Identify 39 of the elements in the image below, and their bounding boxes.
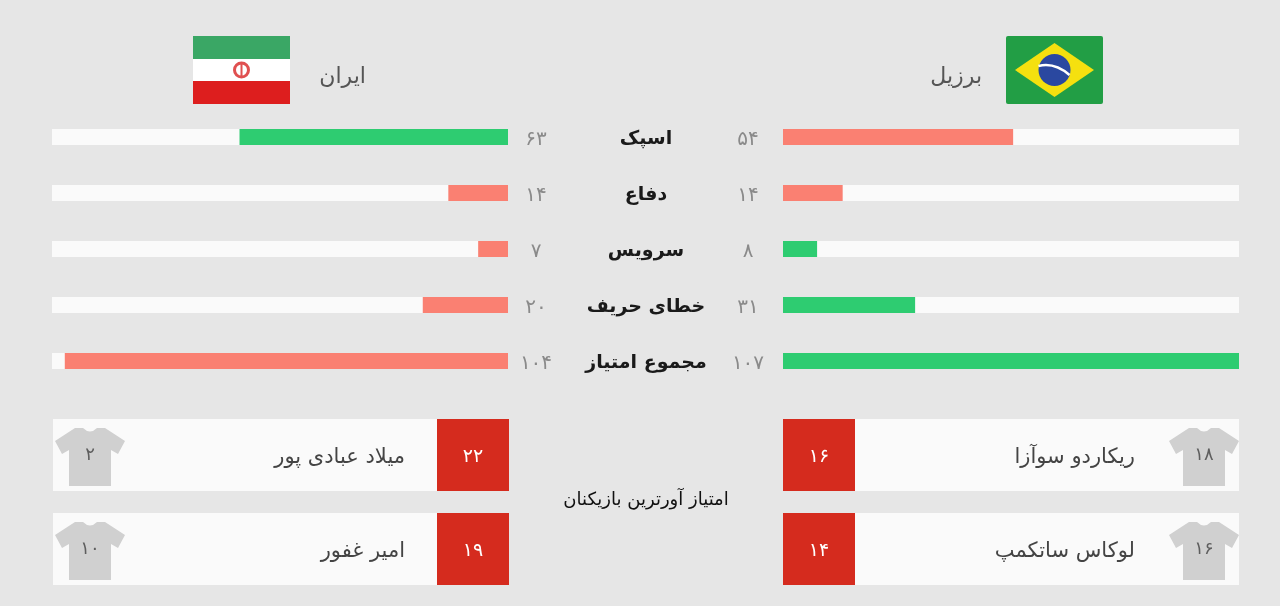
- y-tick-label: اسپک: [619, 126, 673, 149]
- data-label: ۲۲: [462, 444, 484, 466]
- series-label: برزیل: [930, 63, 982, 88]
- bar: [783, 241, 818, 257]
- category-label: میلاد عبادی پور: [273, 444, 405, 468]
- data-label: ۸: [742, 238, 754, 262]
- category-label: امیر غفور: [319, 538, 405, 562]
- data-label: ۱۹: [462, 538, 484, 560]
- bar: [239, 129, 508, 145]
- data-label: ۲۰: [525, 294, 547, 318]
- y-tick-label: سرویس: [607, 238, 685, 261]
- bar: [64, 353, 508, 369]
- text: ۱۸: [1194, 443, 1214, 464]
- data-label: ۶۳: [525, 126, 547, 150]
- data-label: ۵۴: [737, 126, 759, 150]
- data-label: ۱۴: [737, 182, 759, 206]
- data-label: ۱۰۴: [519, 350, 553, 374]
- data-label: ۱۰۷: [731, 350, 765, 374]
- y-tick-label: دفاع: [624, 182, 668, 205]
- text: امتیاز آورترین بازیکنان: [563, 487, 729, 510]
- bar: [783, 129, 1014, 145]
- text: ۱۶: [1194, 537, 1214, 558]
- data-label: ۱۴: [525, 182, 547, 206]
- bar: [478, 241, 508, 257]
- text: ۱۰: [80, 537, 100, 558]
- y-tick-label: خطای حریف: [586, 294, 706, 317]
- bar: [448, 185, 508, 201]
- bar: [422, 297, 508, 313]
- text: ۲: [85, 443, 95, 464]
- data-label: ۱۶: [808, 444, 830, 466]
- category-label: لوکاس ساتکمپ: [994, 538, 1135, 562]
- bar: [783, 185, 843, 201]
- y-tick-label: مجموع امتیاز: [584, 350, 707, 373]
- series-label: ایران: [319, 63, 366, 88]
- data-label: ۷: [530, 238, 542, 262]
- category-label: ریکاردو سوآزا: [1014, 443, 1135, 468]
- data-label: ۳۱: [737, 294, 759, 318]
- data-label: ۱۴: [808, 538, 830, 560]
- bar: [783, 297, 916, 313]
